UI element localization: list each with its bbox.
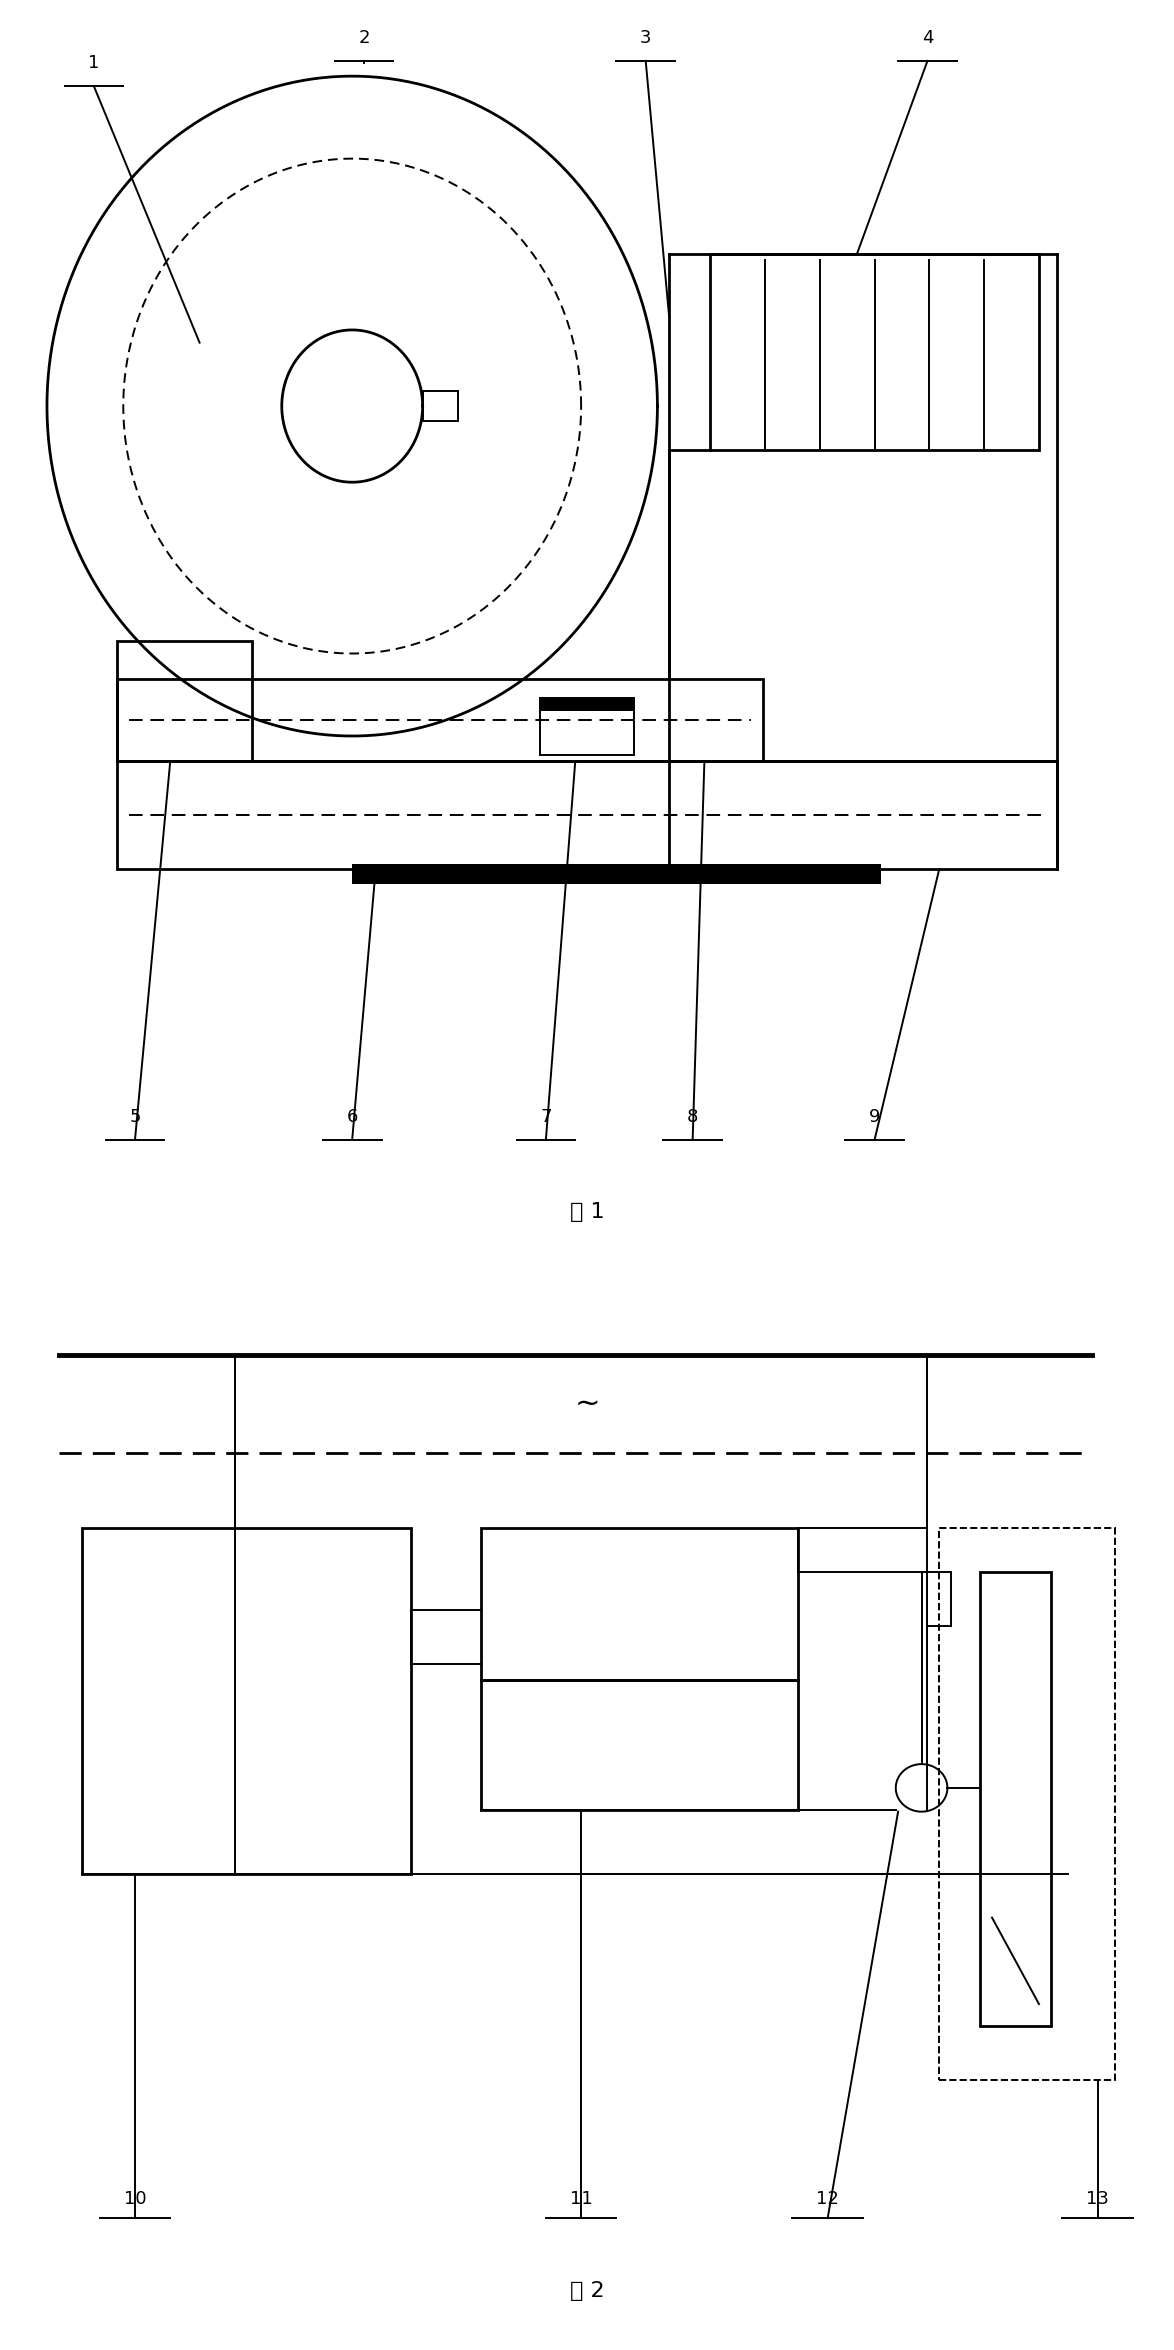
Bar: [710, 254, 1039, 451]
Text: 3: 3: [640, 28, 652, 47]
Text: 11: 11: [569, 2190, 593, 2207]
Bar: [980, 1572, 1051, 2026]
Bar: [117, 761, 1057, 870]
Bar: [117, 679, 763, 761]
Text: 7: 7: [540, 1107, 552, 1126]
Text: 2: 2: [358, 28, 370, 47]
Text: 6: 6: [346, 1107, 358, 1126]
Text: 8: 8: [687, 1107, 699, 1126]
Bar: [540, 698, 634, 754]
Bar: [540, 698, 634, 710]
Text: 4: 4: [922, 28, 933, 47]
Text: 12: 12: [816, 2190, 839, 2207]
Bar: [423, 390, 458, 421]
Text: 图 1: 图 1: [569, 1201, 605, 1222]
Text: 10: 10: [123, 2190, 147, 2207]
Bar: [939, 1528, 1115, 2080]
Bar: [481, 1528, 798, 1680]
Bar: [117, 642, 252, 761]
Text: ~: ~: [574, 1389, 600, 1419]
Text: 图 2: 图 2: [569, 2280, 605, 2301]
Bar: [481, 1680, 798, 1810]
Text: 1: 1: [88, 54, 100, 73]
Text: 9: 9: [869, 1107, 880, 1126]
Bar: [352, 865, 880, 884]
Text: 13: 13: [1086, 2190, 1109, 2207]
Bar: [82, 1528, 411, 1875]
Text: 5: 5: [129, 1107, 141, 1126]
